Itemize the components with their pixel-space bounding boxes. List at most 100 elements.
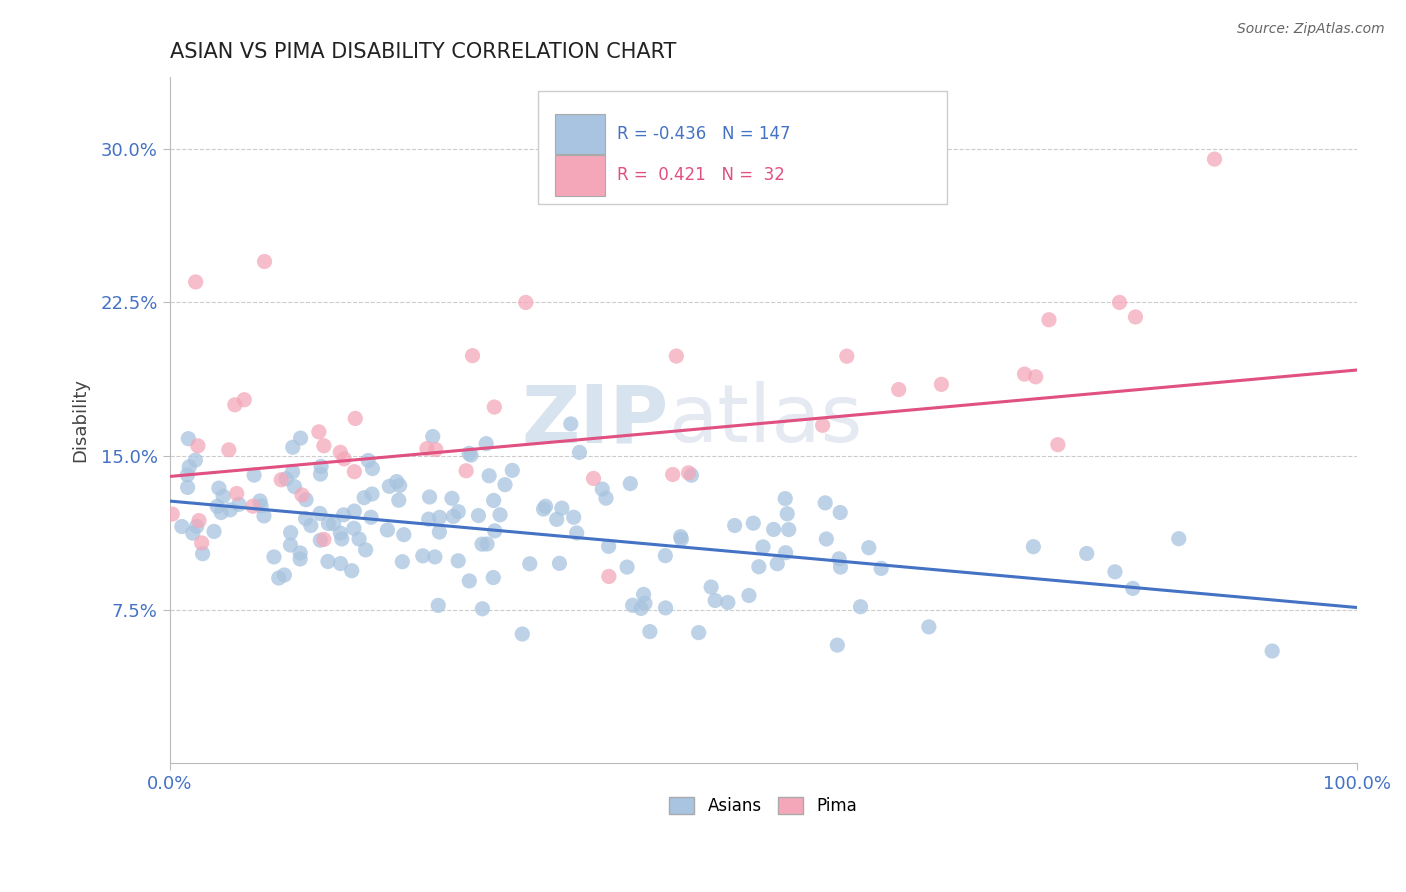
Point [830, 560, 852, 574]
Point [416, 442, 439, 456]
Point [309, 507, 332, 521]
Point [1046, 437, 1069, 451]
Point [343, 465, 366, 479]
Point [388, 493, 411, 508]
Point [546, 512, 568, 526]
Point [475, 436, 498, 450]
Point [290, 546, 312, 560]
Point [309, 467, 332, 481]
Point [704, 593, 727, 607]
Point [388, 478, 411, 492]
Point [870, 561, 893, 575]
Point [681, 468, 703, 483]
Point [188, 514, 211, 528]
Point [778, 523, 800, 537]
Point [343, 521, 366, 535]
Point [162, 507, 184, 521]
Point [202, 524, 225, 539]
Point [170, 519, 193, 533]
Point [190, 536, 212, 550]
Point [775, 546, 797, 560]
Point [638, 624, 661, 639]
Point [533, 502, 555, 516]
Point [418, 512, 440, 526]
Point [766, 557, 789, 571]
Point [184, 275, 207, 289]
Point [484, 524, 506, 538]
Point [425, 442, 447, 457]
Point [179, 459, 201, 474]
Point [551, 501, 574, 516]
Point [209, 506, 232, 520]
Point [281, 465, 304, 479]
Point [595, 491, 617, 505]
Point [534, 500, 557, 514]
Point [422, 429, 444, 443]
Point [270, 473, 292, 487]
Point [467, 508, 489, 523]
Point [250, 499, 273, 513]
Point [582, 471, 605, 485]
Point [329, 557, 352, 571]
Point [427, 599, 450, 613]
FancyBboxPatch shape [537, 91, 948, 204]
Point [621, 599, 644, 613]
Point [828, 552, 851, 566]
Point [700, 580, 723, 594]
Point [344, 411, 367, 425]
Point [343, 504, 366, 518]
Point [456, 464, 478, 478]
Point [318, 516, 340, 531]
Point [225, 486, 247, 500]
Text: R = -0.436   N = 147: R = -0.436 N = 147 [617, 125, 790, 143]
Y-axis label: Disability: Disability [72, 378, 89, 462]
Point [353, 491, 375, 505]
Text: ASIAN VS PIMA DISABILITY CORRELATION CHART: ASIAN VS PIMA DISABILITY CORRELATION CHA… [170, 42, 676, 62]
Point [634, 596, 657, 610]
Point [447, 505, 470, 519]
Point [619, 476, 641, 491]
Text: R =  0.421   N =  32: R = 0.421 N = 32 [617, 166, 785, 185]
Point [478, 468, 501, 483]
Point [560, 417, 582, 431]
Point [176, 480, 198, 494]
Point [441, 509, 464, 524]
Point [357, 453, 380, 467]
Point [440, 491, 463, 506]
Point [177, 432, 200, 446]
Point [205, 500, 228, 514]
Point [773, 491, 796, 506]
Point [309, 533, 332, 548]
Point [419, 490, 441, 504]
Point [501, 463, 523, 477]
FancyBboxPatch shape [555, 114, 606, 154]
Point [360, 510, 382, 524]
Point [361, 461, 384, 475]
Point [471, 601, 494, 615]
Point [312, 533, 335, 547]
Point [233, 392, 256, 407]
Point [208, 481, 231, 495]
Point [489, 508, 512, 522]
Point [1204, 152, 1226, 166]
Point [294, 511, 316, 525]
Point [515, 295, 537, 310]
Text: ZIP: ZIP [522, 381, 668, 459]
Point [598, 569, 620, 583]
Point [423, 549, 446, 564]
Point [392, 527, 415, 541]
Point [412, 549, 434, 563]
Point [280, 538, 302, 552]
Point [654, 549, 676, 563]
Point [510, 627, 533, 641]
Point [212, 489, 235, 503]
Point [669, 530, 692, 544]
Point [1014, 367, 1036, 381]
Point [291, 488, 314, 502]
Point [1167, 532, 1189, 546]
Point [253, 508, 276, 523]
Point [385, 475, 408, 489]
Legend: Asians, Pima: Asians, Pima [661, 789, 866, 823]
Point [471, 537, 494, 551]
Point [475, 537, 498, 551]
